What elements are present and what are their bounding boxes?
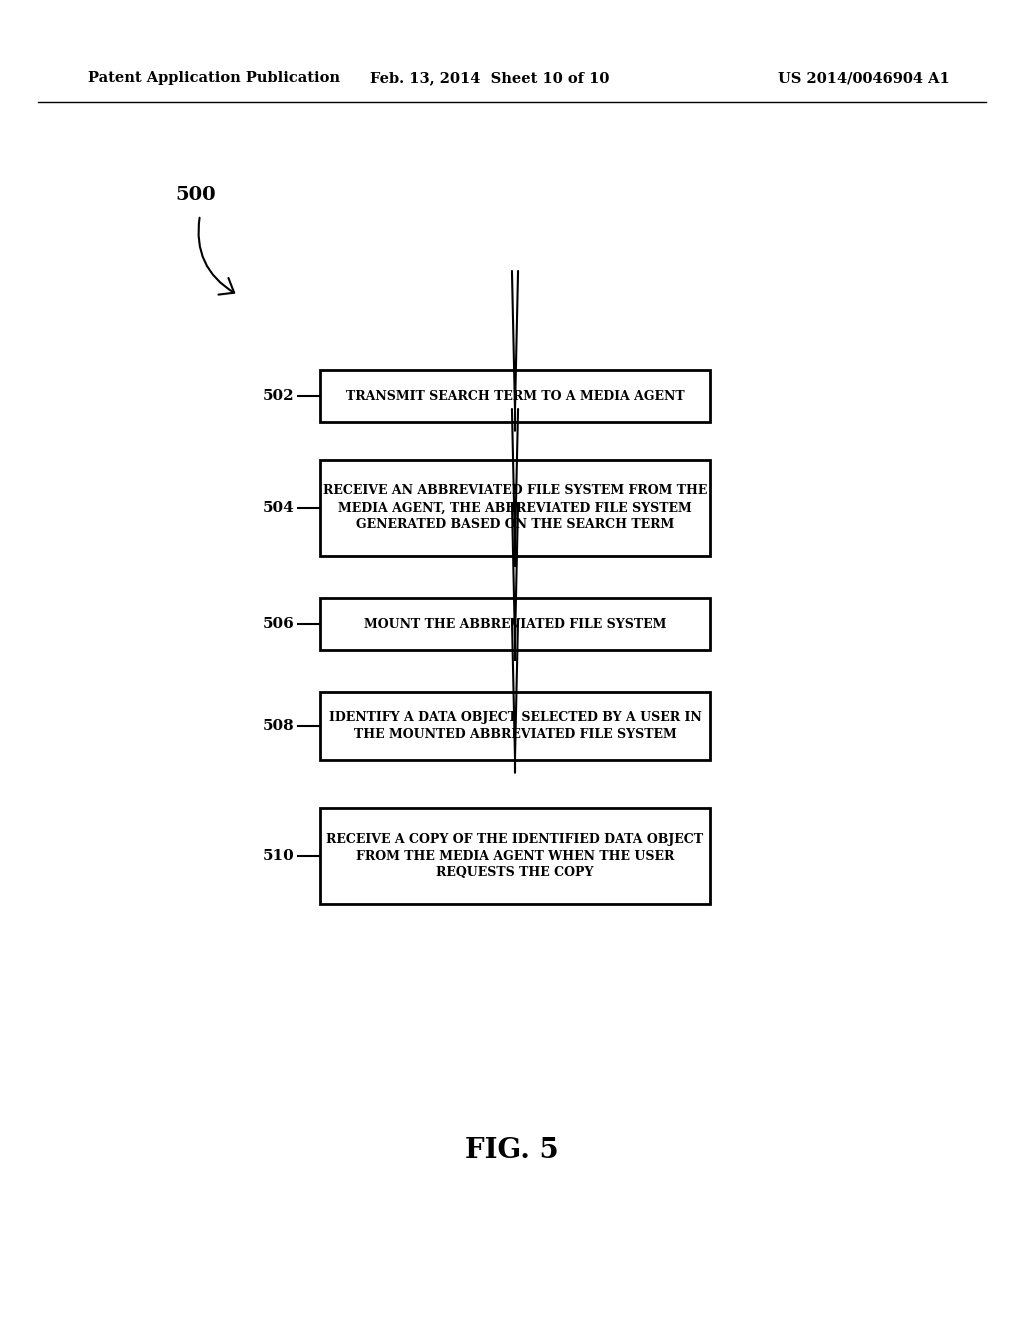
Bar — [319, 808, 710, 904]
Text: 502: 502 — [262, 389, 294, 403]
Bar — [319, 370, 710, 422]
FancyArrowPatch shape — [199, 218, 234, 294]
Bar — [319, 598, 710, 649]
Bar — [319, 459, 710, 556]
Text: RECEIVE AN ABBREVIATED FILE SYSTEM FROM THE
MEDIA AGENT, THE ABBREVIATED FILE SY: RECEIVE AN ABBREVIATED FILE SYSTEM FROM … — [323, 484, 708, 532]
Text: 510: 510 — [262, 849, 294, 863]
Text: 500: 500 — [175, 186, 216, 205]
Text: RECEIVE A COPY OF THE IDENTIFIED DATA OBJECT
FROM THE MEDIA AGENT WHEN THE USER
: RECEIVE A COPY OF THE IDENTIFIED DATA OB… — [327, 833, 703, 879]
Text: 506: 506 — [262, 616, 294, 631]
Text: Feb. 13, 2014  Sheet 10 of 10: Feb. 13, 2014 Sheet 10 of 10 — [371, 71, 609, 84]
Text: MOUNT THE ABBREVIATED FILE SYSTEM: MOUNT THE ABBREVIATED FILE SYSTEM — [364, 618, 667, 631]
Bar — [319, 692, 710, 760]
Text: Patent Application Publication: Patent Application Publication — [88, 71, 340, 84]
Text: FIG. 5: FIG. 5 — [465, 1137, 559, 1163]
Text: TRANSMIT SEARCH TERM TO A MEDIA AGENT: TRANSMIT SEARCH TERM TO A MEDIA AGENT — [346, 389, 684, 403]
Text: US 2014/0046904 A1: US 2014/0046904 A1 — [778, 71, 950, 84]
Text: 504: 504 — [262, 502, 294, 515]
Text: 508: 508 — [262, 719, 294, 733]
Text: IDENTIFY A DATA OBJECT SELECTED BY A USER IN
THE MOUNTED ABBREVIATED FILE SYSTEM: IDENTIFY A DATA OBJECT SELECTED BY A USE… — [329, 711, 701, 741]
